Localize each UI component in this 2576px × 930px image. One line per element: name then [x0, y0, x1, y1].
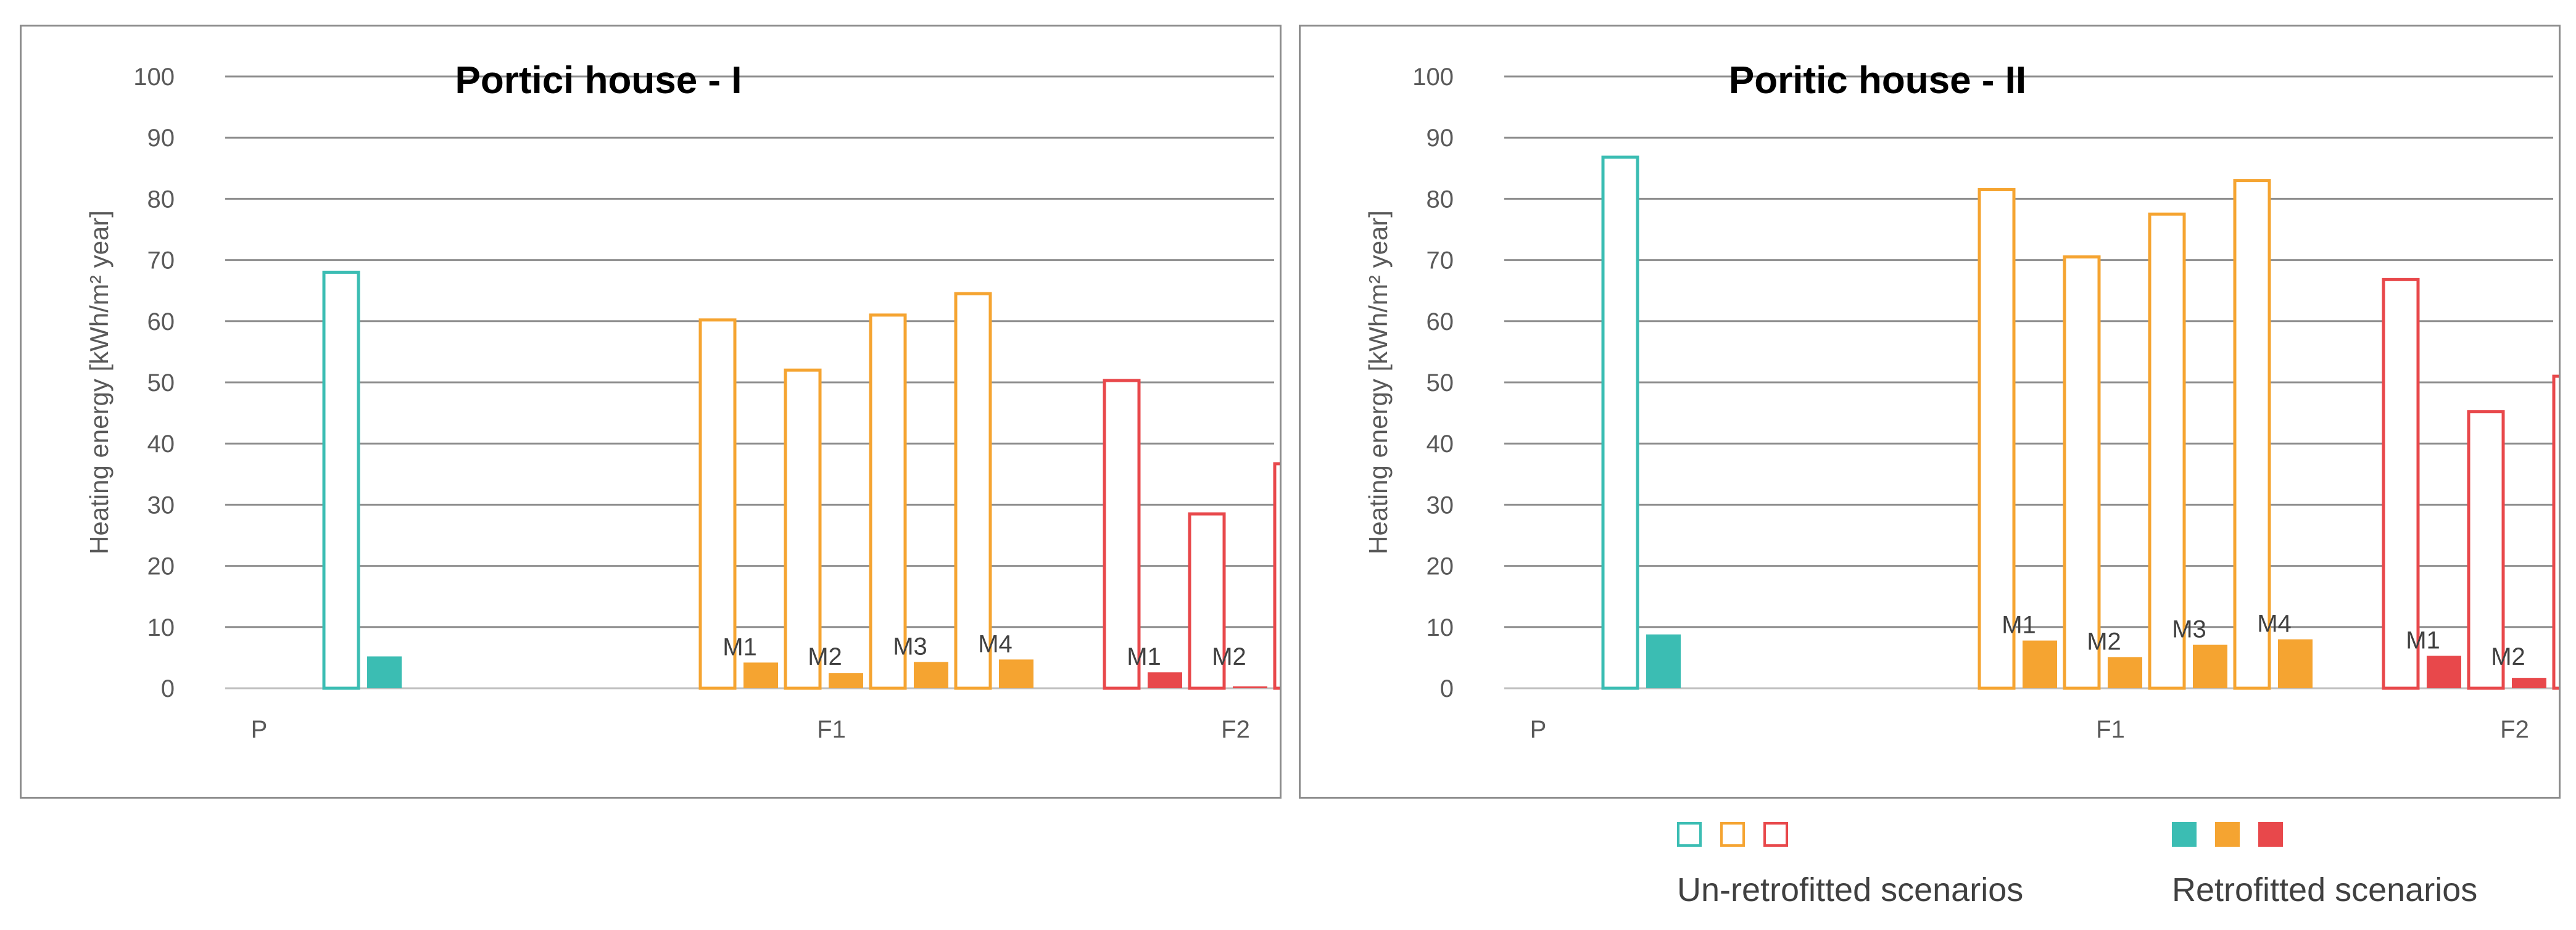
data-label-F2-M1: M1	[2406, 627, 2440, 654]
legend-swatch-retrofitted-f2	[2258, 822, 2283, 847]
bar-unretrofitted-F1-M3	[2148, 212, 2186, 690]
y-tick-label: 30	[147, 492, 175, 519]
chart-poritic-house-ii: 0 10 20 30 40 50 60 70 80 90 100 Heating energy [kW…	[1364, 59, 2559, 743]
y-axis-label: Heating energy [kWh/m² year]	[1364, 210, 1393, 554]
legend-swatch-retrofitted-f1	[2215, 822, 2240, 847]
legend-swatch-unretrofitted-f1	[1720, 822, 1745, 847]
y-tick-label: 20	[147, 553, 175, 580]
y-tick-label: 100	[1412, 64, 1454, 91]
data-label-F2-M1: M1	[1127, 643, 1161, 670]
x-group-label-F2: F2	[1221, 716, 1250, 743]
bar-retrofitted-P	[367, 656, 402, 688]
bar-unretrofitted-F1-M1	[1978, 188, 2016, 690]
legend-swatch-unretrofitted-p	[1677, 822, 1702, 847]
legend-swatch-retrofitted-p	[2172, 822, 2197, 847]
x-group-label-F1: F1	[817, 716, 846, 743]
chart-title: Portici house - I	[455, 59, 742, 102]
chart-panel-portici-house-i: 0 10 20 30 40 50 60 70 80 90 100 Heating energy [kW…	[20, 25, 1282, 799]
y-tick-label: 0	[1440, 675, 1454, 702]
x-group-label-F1: F1	[2096, 716, 2125, 743]
bar-unretrofitted-P	[1601, 155, 1639, 690]
y-tick-label: 100	[133, 64, 175, 91]
bar-retrofitted-F1-M3	[2193, 644, 2227, 688]
y-tick-label: 20	[1427, 553, 1454, 580]
y-tick-label: 80	[147, 186, 175, 213]
y-tick-label: 50	[147, 369, 175, 397]
x-group-label-P: P	[1530, 716, 1547, 743]
bar-unretrofitted-F2-M2	[1188, 512, 1226, 690]
y-tick-label: 10	[147, 614, 175, 641]
bar-retrofitted-F1-M3	[914, 662, 948, 688]
bar-unretrofitted-F2-M2	[2467, 410, 2505, 690]
y-tick-label: 40	[1427, 430, 1454, 458]
data-label-F1-M3: M3	[2172, 616, 2206, 643]
data-label-F1-M1: M1	[723, 633, 757, 660]
bar-unretrofitted-F2-M1	[1103, 379, 1141, 690]
bar-retrofitted-F1-M4	[2278, 639, 2313, 688]
y-tick-label: 40	[147, 430, 175, 458]
bar-retrofitted-F2-M1	[1148, 672, 1182, 688]
data-label-F1-M4: M4	[978, 630, 1013, 657]
bar-retrofitted-F2-M1	[2427, 656, 2461, 688]
chart-title: Poritic house - II	[1729, 59, 2026, 102]
bar-retrofitted-F1-M1	[2023, 640, 2057, 688]
bar-unretrofitted-F2-M3	[2552, 374, 2559, 690]
y-tick-label: 90	[147, 125, 175, 152]
data-label-F2-M2: M2	[1212, 643, 1246, 670]
y-tick-label: 60	[1427, 308, 1454, 335]
x-group-label-F2: F2	[2500, 716, 2529, 743]
y-tick-label: 60	[147, 308, 175, 335]
y-tick-label: 90	[1427, 125, 1454, 152]
y-tick-label: 70	[1427, 247, 1454, 274]
bar-retrofitted-F1-M2	[829, 673, 863, 688]
y-tick-label: 70	[147, 247, 175, 274]
bar-unretrofitted-F1-M2	[784, 368, 822, 690]
y-tick-label: 10	[1427, 614, 1454, 641]
bar-retrofitted-F1-M2	[2108, 657, 2142, 688]
legend-label-unretrofitted: Un-retrofitted scenarios	[1677, 871, 2024, 908]
y-axis-label: Heating energy [kWh/m² year]	[85, 210, 114, 554]
chart-portici-house-i: 0 10 20 30 40 50 60 70 80 90 100 Heating energy [kW…	[85, 59, 1280, 743]
bar-unretrofitted-F1-M4	[954, 292, 992, 690]
data-label-F1-M4: M4	[2257, 611, 2292, 638]
y-tick-label: 30	[1427, 492, 1454, 519]
bar-unretrofitted-F1-M4	[2233, 179, 2271, 690]
y-tick-label: 50	[1427, 369, 1454, 397]
bar-retrofitted-F1-M1	[743, 662, 778, 688]
chart-panel-poritic-house-ii: 0 10 20 30 40 50 60 70 80 90 100 Heating energy [kW…	[1299, 25, 2561, 799]
bar-retrofitted-P	[1646, 634, 1681, 688]
data-label-F1-M2: M2	[2087, 628, 2121, 655]
data-label-F2-M2: M2	[2491, 643, 2525, 670]
bar-retrofitted-F2-M2	[1233, 686, 1267, 688]
bar-unretrofitted-F1-M3	[869, 313, 907, 690]
bar-retrofitted-F1-M4	[999, 659, 1033, 688]
bar-retrofitted-F2-M2	[2512, 678, 2546, 688]
bar-unretrofitted-F1-M1	[698, 318, 737, 690]
bar-unretrofitted-F2-M3	[1273, 462, 1280, 690]
bar-unretrofitted-F1-M2	[2063, 255, 2101, 690]
bar-unretrofitted-P	[322, 270, 360, 690]
y-tick-label: 0	[161, 675, 175, 702]
data-label-F1-M1: M1	[2002, 612, 2036, 639]
bar-unretrofitted-F2-M1	[2382, 278, 2420, 690]
data-label-F1-M3: M3	[893, 633, 927, 660]
data-label-F1-M2: M2	[808, 643, 842, 670]
x-group-label-P: P	[251, 716, 268, 743]
legend-label-retrofitted: Retrofitted scenarios	[2172, 871, 2478, 908]
legend-swatch-unretrofitted-f2	[1763, 822, 1788, 847]
y-tick-label: 80	[1427, 186, 1454, 213]
